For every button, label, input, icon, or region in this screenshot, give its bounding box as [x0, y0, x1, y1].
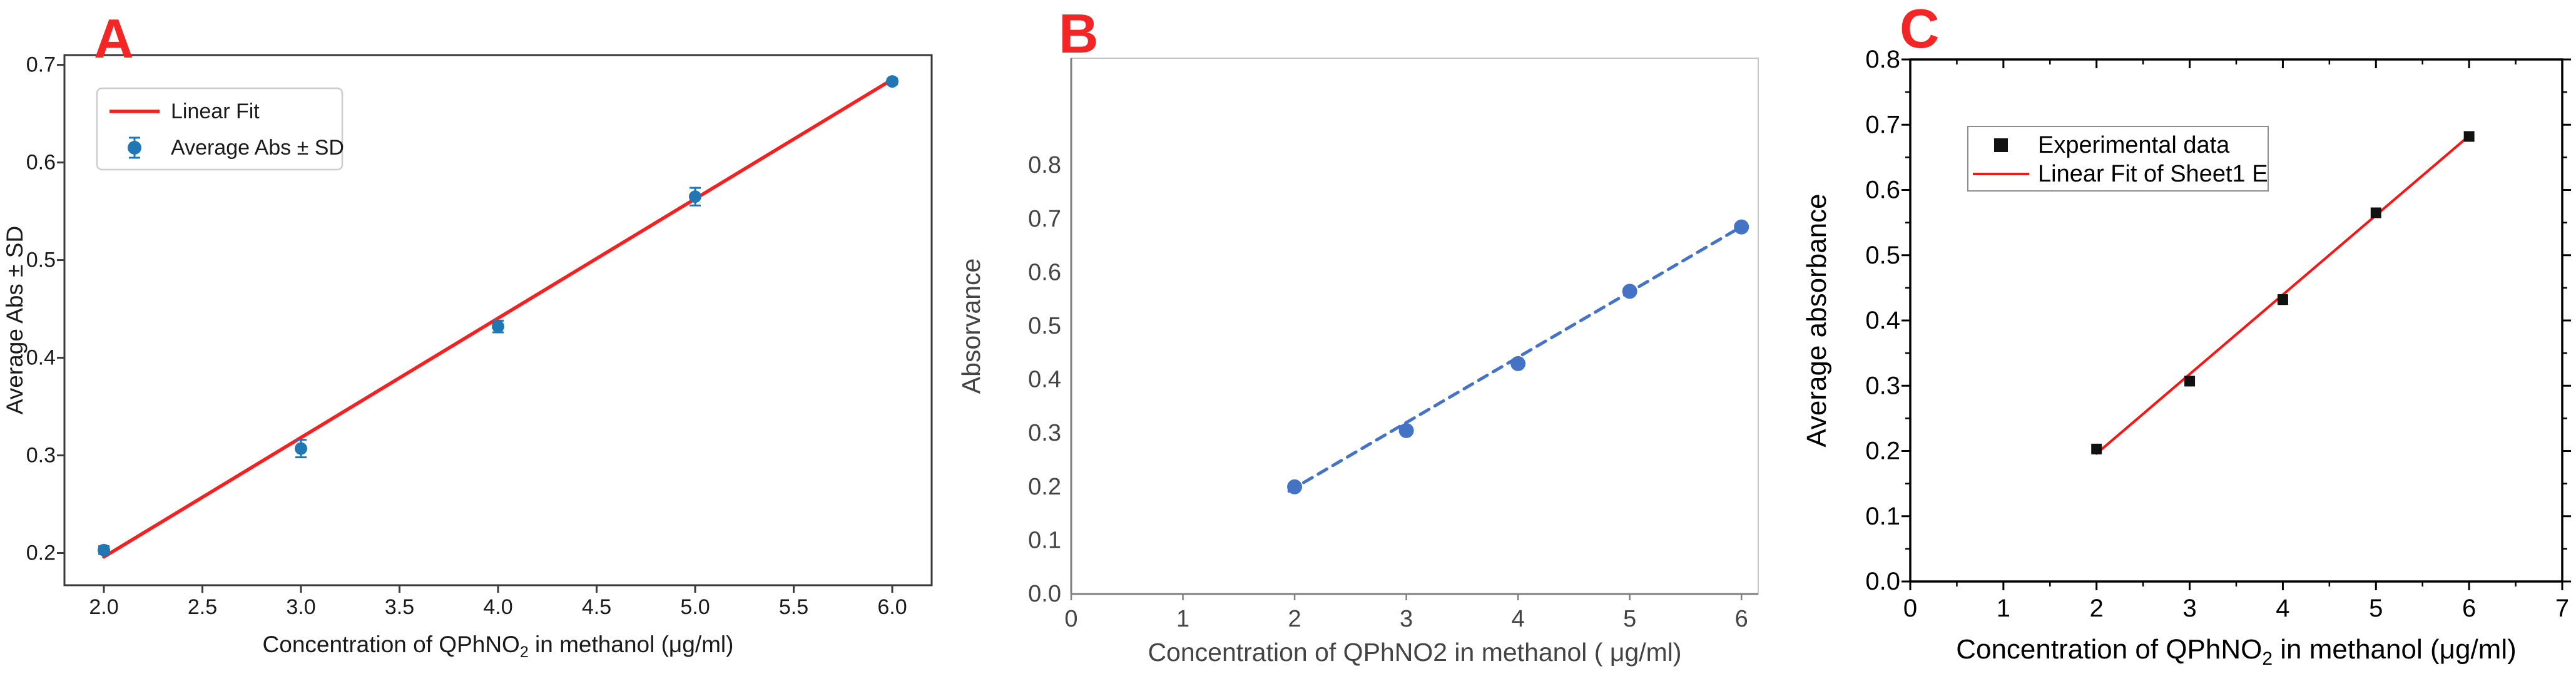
svg-text:0.3: 0.3 [26, 444, 56, 468]
svg-text:Linear Fit of Sheet1 E: Linear Fit of Sheet1 E [2038, 161, 2268, 187]
svg-text:5.0: 5.0 [680, 595, 710, 619]
svg-text:3: 3 [2182, 595, 2196, 622]
svg-text:6: 6 [1735, 606, 1748, 632]
svg-text:2: 2 [1288, 606, 1301, 632]
panel-a-calibration-matplotlib: A 2.0 2.5 3.0 3.5 4.0 4.5 5.0 5.5 6.0 0.2 0.3 0.4 0.… [0, 0, 939, 681]
svg-text:0.2: 0.2 [26, 541, 56, 565]
svg-text:Concentration of QPhNO2 in met: Concentration of QPhNO2 in methanol (μg/… [1956, 634, 2517, 669]
svg-text:7: 7 [2555, 595, 2569, 622]
svg-text:4: 4 [2276, 595, 2289, 622]
svg-text:0.2: 0.2 [1028, 474, 1061, 500]
svg-text:0.7: 0.7 [26, 53, 56, 77]
svg-text:Average Abs ± SD: Average Abs ± SD [2, 226, 28, 414]
svg-text:5: 5 [2369, 595, 2383, 622]
svg-text:0.4: 0.4 [26, 346, 56, 370]
svg-text:2.5: 2.5 [188, 595, 217, 619]
svg-text:2: 2 [2090, 595, 2104, 622]
svg-text:0.8: 0.8 [1028, 152, 1061, 178]
svg-text:0: 0 [1903, 595, 1917, 622]
calibration-chart-b: 0 1 2 3 4 5 6 0.0 0.1 0.2 0.3 0.4 0.5 0.6 0.7 0.8 Concen… [957, 58, 1759, 667]
svg-text:Average Abs ± SD: Average Abs ± SD [171, 136, 344, 160]
panel-label-c: C [1900, 0, 1940, 59]
svg-text:1: 1 [1176, 606, 1189, 632]
svg-text:0.5: 0.5 [1028, 313, 1061, 339]
svg-text:6: 6 [2462, 595, 2476, 622]
svg-text:Average absorbance: Average absorbance [1801, 193, 1832, 447]
panel-b-calibration-excel: B 0 1 2 3 4 5 6 0.0 0.1 0.2 0.3 0.4 0.5 0.6 0.7 0.8 Conc… [939, 0, 1796, 681]
calibration-chart-a: 2.0 2.5 3.0 3.5 4.0 4.5 5.0 5.5 6.0 0.2 0.3 0.4 0.5 0… [2, 53, 933, 661]
svg-text:5: 5 [1623, 606, 1636, 632]
svg-text:Linear Fit: Linear Fit [171, 100, 260, 123]
svg-text:2.0: 2.0 [89, 595, 118, 619]
svg-text:4.0: 4.0 [483, 595, 512, 619]
svg-text:0.0: 0.0 [1865, 568, 1900, 595]
svg-text:Absorvance: Absorvance [957, 259, 985, 394]
svg-text:0.0: 0.0 [1028, 581, 1061, 607]
svg-text:5.5: 5.5 [779, 595, 808, 619]
svg-text:0.6: 0.6 [1028, 259, 1061, 285]
svg-text:0.6: 0.6 [1865, 177, 1900, 204]
svg-text:0.1: 0.1 [1865, 503, 1900, 530]
svg-text:3: 3 [1400, 606, 1413, 632]
svg-text:0.2: 0.2 [1865, 438, 1900, 465]
svg-text:4.5: 4.5 [582, 595, 611, 619]
panel-label-a: A [94, 8, 134, 69]
svg-text:4: 4 [1512, 606, 1525, 632]
svg-text:0.4: 0.4 [1028, 367, 1061, 393]
panel-label-b: B [1059, 3, 1099, 64]
svg-text:0.1: 0.1 [1028, 527, 1061, 553]
svg-text:1: 1 [1997, 595, 2010, 622]
svg-text:3.5: 3.5 [385, 595, 414, 619]
svg-text:0.5: 0.5 [1865, 242, 1900, 269]
svg-text:0.3: 0.3 [1865, 372, 1900, 399]
svg-text:0.7: 0.7 [1028, 206, 1061, 232]
svg-text:3.0: 3.0 [286, 595, 315, 619]
svg-text:0: 0 [1064, 606, 1077, 632]
svg-text:Experimental data: Experimental data [2038, 132, 2230, 158]
svg-text:0.6: 0.6 [26, 151, 56, 175]
panel-c-calibration-origin: C 0 1 2 3 4 5 6 7 0.0 0.1 0.2 0.3 0.4 0.5 0.6 0.7 0.8 Con… [1796, 0, 2576, 681]
svg-text:0.7: 0.7 [1865, 111, 1900, 138]
calibration-chart-c: 0 1 2 3 4 5 6 7 0.0 0.1 0.2 0.3 0.4 0.5 0.6 0.7 0.8 Conce… [1801, 46, 2571, 669]
svg-text:0.5: 0.5 [26, 248, 56, 272]
svg-text:6.0: 6.0 [877, 595, 907, 619]
svg-text:Concentration of QPhNO2 in met: Concentration of QPhNO2 in methanol ( μg… [1148, 638, 1681, 667]
svg-text:0.4: 0.4 [1865, 307, 1900, 334]
svg-text:Concentration of QPhNO2 in met: Concentration of QPhNO2 in methanol (μg/… [263, 632, 734, 661]
svg-text:0.8: 0.8 [1865, 46, 1900, 73]
svg-text:0.3: 0.3 [1028, 420, 1061, 446]
